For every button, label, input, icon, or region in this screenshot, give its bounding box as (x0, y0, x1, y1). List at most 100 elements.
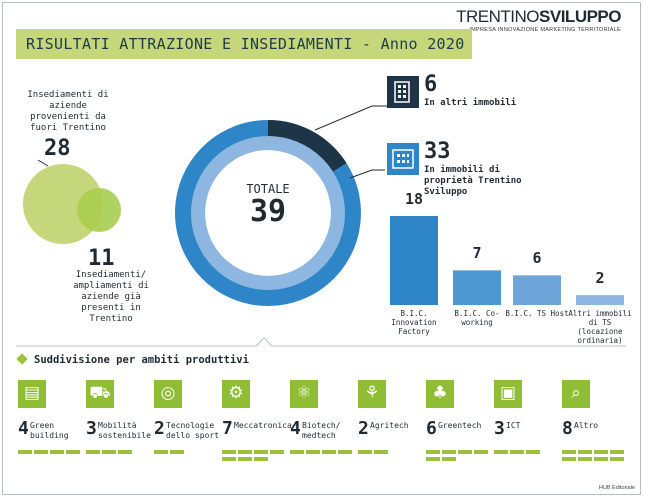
sector-item: ◎ 2 Tecnologie dello sport (154, 380, 219, 454)
count-bar (222, 450, 236, 454)
brand-tagline: IMPRESA INNOVAZIONE MARKETING TERRITORIA… (469, 27, 621, 33)
count-bar (34, 450, 48, 454)
count-bar (338, 450, 352, 454)
count-bar (102, 450, 116, 454)
sector-name: Green building (30, 421, 69, 440)
sectors-heading: Suddivisione per ambiti produttivi (14, 353, 249, 366)
right-mid-value: 33 (424, 139, 451, 164)
count-bar (426, 450, 440, 454)
chip-icon: ▣ (494, 380, 522, 408)
count-bar (254, 457, 268, 461)
credit: HUB Editoriale (598, 485, 635, 491)
agritech-icon: ⚘ (358, 380, 386, 408)
brand-logo: TRENTINOSVILUPPO IMPRESA INNOVAZIONE MAR… (456, 7, 621, 34)
count-bar (306, 450, 320, 454)
sector-value: 3 (86, 418, 97, 439)
donut-center-value: 39 (249, 194, 287, 229)
count-bar (562, 450, 576, 454)
count-bar (610, 450, 624, 454)
sector-value: 3 (494, 418, 505, 439)
count-bar (154, 450, 168, 454)
bar-category-label: Altri immobili di TS (locazione ordinari… (568, 309, 632, 345)
left-bottom-label: Insediamenti/ ampliamenti di aziende già… (73, 270, 149, 324)
bar-0 (390, 216, 438, 305)
count-bar (66, 450, 80, 454)
section-divider (16, 337, 626, 347)
sector-item: ⛟ 3 Mobilità sostenibile (86, 380, 151, 454)
count-bar (474, 450, 488, 454)
connector-altri (314, 105, 395, 131)
count-bar (458, 450, 472, 454)
bar-value-label: 7 (472, 244, 482, 263)
pointer-line (37, 159, 49, 167)
count-bar (594, 450, 608, 454)
logo-light: TRENTINO (456, 7, 540, 26)
count-bar (170, 450, 184, 454)
atom-icon: ⚛ (290, 380, 318, 408)
count-bar (562, 457, 576, 461)
magnifier-icon: ⌕ (562, 380, 590, 408)
sector-item: ⚛ 4 Biotech/ medtech (290, 380, 354, 454)
car-icon: ⛟ (86, 380, 114, 408)
bar-category-label: B.I.C. Innovation Factory (391, 309, 437, 336)
left-top-label: Insediamenti di aziende provenienti da f… (27, 90, 109, 133)
sector-item: ▣ 3 ICT (494, 380, 558, 454)
count-bar (322, 450, 336, 454)
left-top-value: 28 (44, 136, 71, 161)
connector-ts (349, 169, 385, 179)
sector-name: Biotech/ medtech (302, 421, 341, 440)
donut-inner-ring (191, 136, 345, 290)
title-band: RISULTATI ATTRAZIONE E INSEDIAMENTI - An… (16, 29, 472, 59)
right-top-value: 6 (424, 72, 438, 97)
count-bar (50, 450, 64, 454)
bar-category-label: B.I.C. Co-working (454, 309, 500, 327)
sector-name: Tecnologie dello sport (166, 421, 219, 440)
sector-name: ICT (506, 421, 521, 430)
bar-value-label: 18 (404, 190, 424, 208)
count-bar (358, 450, 372, 454)
count-bar (86, 450, 100, 454)
count-bar (374, 450, 388, 454)
sector-name: Mobilità sostenibile (98, 421, 151, 440)
sector-value: 2 (358, 418, 369, 439)
sector-item: ▤ 4 Green building (18, 380, 82, 454)
sector-name: Meccatronica (234, 421, 292, 430)
count-bar (610, 457, 624, 461)
bar-2 (513, 275, 561, 305)
count-bar (238, 450, 252, 454)
count-bar (118, 450, 132, 454)
sector-value: 4 (18, 418, 29, 439)
building-blue-icon (387, 143, 419, 175)
sector-item: ♣ 6 Greentech (426, 380, 490, 461)
left-bottom-value: 11 (88, 246, 115, 271)
right-mid-label: In immobili di proprietà Trentino Svilup… (424, 165, 522, 197)
sector-name: Agritech (370, 421, 409, 430)
sector-name: Greentech (438, 421, 482, 430)
count-bar (270, 450, 284, 454)
count-bar (578, 457, 592, 461)
green-building-icon: ▤ (18, 380, 46, 408)
count-bar (238, 457, 252, 461)
donut-hole (205, 150, 331, 276)
bar-chart (390, 216, 624, 305)
donut-center-label: TOTALE (246, 182, 290, 196)
robot-arm-icon: ⚙ (222, 380, 250, 408)
sector-value: 2 (154, 418, 165, 439)
page-title: RISULTATI ATTRAZIONE E INSEDIAMENTI - An… (26, 35, 465, 53)
sectors-title: Suddivisione per ambiti produttivi (34, 354, 249, 366)
sport-ball-icon: ◎ (154, 380, 182, 408)
sector-value: 7 (222, 418, 233, 439)
sector-value: 8 (562, 418, 573, 439)
bar-value-label: 6 (532, 249, 542, 268)
bar-3 (576, 295, 624, 305)
count-bar (526, 450, 540, 454)
count-bar (578, 450, 592, 454)
count-bar (222, 457, 236, 461)
bar-category-label: B.I.C. TS Host (505, 309, 569, 318)
sector-item: ⚘ 2 Agritech (358, 380, 422, 454)
sector-item: ⌕ 8 Altro (562, 380, 626, 461)
count-bar (594, 457, 608, 461)
sector-value: 4 (290, 418, 301, 439)
count-bar (426, 457, 440, 461)
